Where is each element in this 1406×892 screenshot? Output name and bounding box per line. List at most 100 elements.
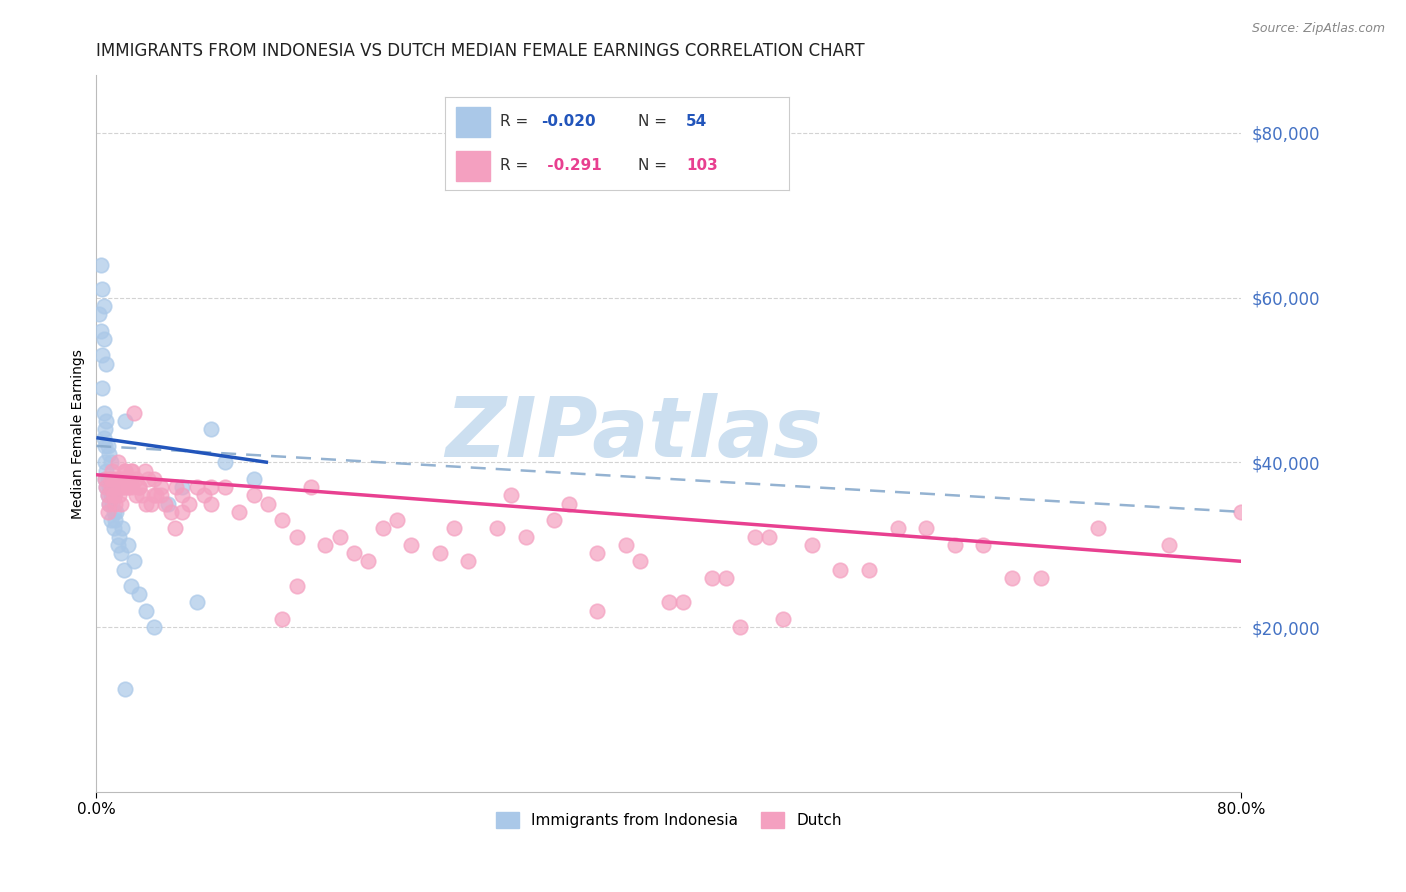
Point (772, 612, 794, 626)
Point (515, 530, 537, 544)
Point (100, 455, 122, 469)
Point (100, 480, 122, 494)
Point (97, 505, 120, 519)
Point (156, 497, 179, 511)
Point (285, 530, 308, 544)
Point (107, 455, 129, 469)
Point (122, 406, 145, 420)
Point (271, 513, 294, 527)
Point (145, 488, 167, 502)
Point (115, 472, 138, 486)
Point (128, 480, 150, 494)
Point (97, 488, 120, 502)
Point (543, 513, 565, 527)
Point (557, 497, 579, 511)
Point (242, 488, 264, 502)
Point (101, 497, 124, 511)
Point (1230, 505, 1253, 519)
Point (672, 595, 695, 609)
Point (120, 464, 142, 478)
Legend: Immigrants from Indonesia, Dutch: Immigrants from Indonesia, Dutch (489, 806, 848, 835)
Point (98, 497, 121, 511)
Point (104, 497, 127, 511)
Point (107, 480, 129, 494)
Point (972, 538, 994, 552)
Point (100, 472, 122, 486)
Point (93, 332, 115, 346)
Point (94, 439, 117, 453)
Point (117, 480, 139, 494)
Point (728, 620, 751, 634)
Point (285, 579, 308, 593)
Point (758, 530, 780, 544)
Point (200, 422, 222, 436)
Point (125, 488, 148, 502)
Point (142, 488, 165, 502)
Point (135, 497, 157, 511)
Point (186, 480, 208, 494)
Point (103, 488, 125, 502)
Point (128, 480, 150, 494)
Point (91, 282, 114, 296)
Point (228, 505, 250, 519)
Point (100, 488, 122, 502)
Point (104, 513, 127, 527)
Point (501, 488, 523, 502)
Point (214, 480, 236, 494)
Point (153, 497, 176, 511)
Point (94, 422, 117, 436)
Point (179, 497, 201, 511)
Point (1087, 521, 1109, 535)
Point (117, 480, 139, 494)
Point (94, 472, 117, 486)
Point (299, 480, 322, 494)
Point (186, 595, 208, 609)
Point (101, 480, 124, 494)
Point (121, 480, 143, 494)
Point (429, 546, 451, 560)
Point (114, 414, 136, 428)
Point (111, 521, 134, 535)
Point (485, 521, 508, 535)
Point (1029, 571, 1052, 585)
Point (714, 571, 737, 585)
Point (343, 546, 366, 560)
Point (915, 521, 938, 535)
Point (103, 521, 125, 535)
Point (108, 530, 131, 544)
Text: ZIPatlas: ZIPatlas (446, 393, 824, 474)
Point (886, 521, 908, 535)
Point (93, 406, 115, 420)
Point (586, 604, 609, 618)
Point (172, 480, 194, 494)
Point (110, 546, 132, 560)
Point (89, 307, 111, 321)
Point (1001, 571, 1024, 585)
Point (700, 571, 723, 585)
Point (314, 538, 336, 552)
Point (96, 357, 118, 371)
Point (97, 488, 120, 502)
Point (122, 554, 145, 568)
Point (93, 299, 115, 313)
Point (371, 521, 394, 535)
Point (614, 538, 637, 552)
Point (94, 472, 117, 486)
Point (457, 554, 479, 568)
Point (329, 530, 352, 544)
Point (172, 488, 194, 502)
Point (159, 505, 181, 519)
Point (112, 480, 135, 494)
Point (163, 521, 186, 535)
Point (108, 488, 131, 502)
Point (112, 562, 135, 576)
Point (94, 455, 117, 469)
Point (114, 464, 136, 478)
Point (128, 587, 150, 601)
Point (385, 513, 408, 527)
Point (172, 505, 194, 519)
Point (90, 324, 112, 338)
Point (193, 488, 215, 502)
Point (830, 562, 852, 576)
Point (97, 439, 120, 453)
